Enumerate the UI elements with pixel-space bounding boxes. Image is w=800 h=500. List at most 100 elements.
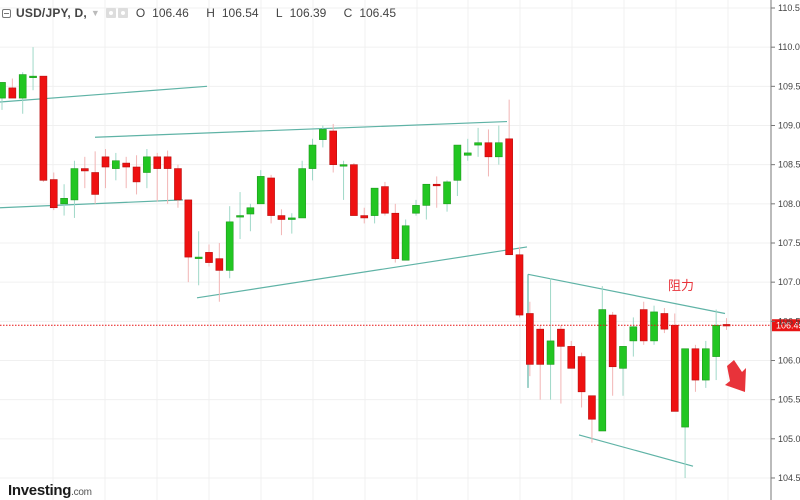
candle[interactable] xyxy=(153,152,162,202)
candle[interactable] xyxy=(474,127,482,157)
candle[interactable] xyxy=(370,187,379,224)
candle[interactable] xyxy=(546,278,555,400)
candle[interactable] xyxy=(256,170,265,205)
candle[interactable] xyxy=(122,156,130,189)
candle[interactable] xyxy=(463,138,472,161)
candle[interactable] xyxy=(236,192,244,240)
dropdown-icon[interactable]: ▼ xyxy=(90,8,100,18)
trendlines xyxy=(0,85,726,467)
candle[interactable] xyxy=(91,151,99,204)
candle[interactable] xyxy=(246,203,255,232)
visibility-icon[interactable] xyxy=(117,8,128,18)
candle[interactable] xyxy=(505,99,513,256)
candle[interactable] xyxy=(494,125,503,165)
candle[interactable] xyxy=(174,164,182,208)
candle[interactable] xyxy=(557,325,565,404)
open-value: 106.46 xyxy=(152,6,189,20)
trendline[interactable] xyxy=(196,246,528,299)
candle[interactable] xyxy=(608,311,617,396)
candle[interactable] xyxy=(8,78,17,99)
candle[interactable] xyxy=(381,181,389,216)
candle[interactable] xyxy=(132,155,141,195)
candle[interactable] xyxy=(267,174,275,224)
candle[interactable] xyxy=(350,163,358,216)
candle[interactable] xyxy=(567,340,576,369)
candle[interactable] xyxy=(308,138,317,181)
price-tick-label: 108.50 xyxy=(778,160,800,170)
candle[interactable] xyxy=(701,340,710,388)
candle[interactable] xyxy=(112,152,120,181)
price-tick-label: 105.50 xyxy=(778,395,800,405)
trendline[interactable] xyxy=(0,85,208,103)
candle[interactable] xyxy=(319,125,327,148)
candle[interactable] xyxy=(391,203,400,263)
price-axis[interactable]: 110.50 110.00 109.50 109.00 108.50 108.00 107.… xyxy=(770,0,800,500)
candles xyxy=(0,47,731,478)
price-tick-label: 107.50 xyxy=(778,238,800,248)
trendline[interactable] xyxy=(94,120,508,138)
candle[interactable] xyxy=(194,231,203,286)
candle[interactable] xyxy=(484,129,493,177)
price-tick-label: 106.50 xyxy=(778,316,800,326)
candle[interactable] xyxy=(639,301,648,345)
candle[interactable] xyxy=(101,148,110,189)
candle[interactable] xyxy=(619,346,627,396)
candle[interactable] xyxy=(70,160,79,218)
candle[interactable] xyxy=(401,219,410,261)
candle[interactable] xyxy=(412,199,420,216)
candle[interactable] xyxy=(60,184,68,216)
candle[interactable] xyxy=(422,183,431,220)
candle[interactable] xyxy=(360,207,369,224)
ohlc-values: O 106.46 H 106.54 L 106.39 C 106.45 xyxy=(135,6,397,20)
candle[interactable] xyxy=(598,286,607,432)
candle[interactable] xyxy=(205,244,213,267)
candle[interactable] xyxy=(81,156,89,189)
candle[interactable] xyxy=(163,150,172,204)
candle[interactable] xyxy=(681,348,689,478)
candle[interactable] xyxy=(660,308,669,334)
close-value: 106.45 xyxy=(359,6,397,20)
last-price-line: 106.45 xyxy=(0,319,800,332)
candle[interactable] xyxy=(453,144,462,196)
candle[interactable] xyxy=(588,395,596,443)
candle[interactable] xyxy=(432,176,441,208)
candle[interactable] xyxy=(670,313,679,412)
candle[interactable] xyxy=(225,206,234,279)
candle[interactable] xyxy=(577,352,586,408)
trendline[interactable] xyxy=(578,434,694,467)
symbol-label[interactable]: USD/JPY, D, xyxy=(16,6,87,20)
investing-logo[interactable]: Investing.com xyxy=(8,482,92,499)
collapse-icon[interactable] xyxy=(2,8,11,18)
candle[interactable] xyxy=(0,82,6,110)
candle[interactable] xyxy=(143,148,151,189)
candle[interactable] xyxy=(712,309,720,381)
candle[interactable] xyxy=(215,242,224,302)
candle[interactable] xyxy=(29,47,37,91)
low-value: 106.39 xyxy=(289,6,327,20)
resistance-annotation: 阻力 xyxy=(668,278,695,293)
candle[interactable] xyxy=(629,317,638,357)
candle[interactable] xyxy=(339,160,348,200)
trendline[interactable] xyxy=(527,273,726,315)
price-tick-label: 110.00 xyxy=(778,42,800,52)
candle[interactable] xyxy=(298,160,306,219)
candle[interactable] xyxy=(184,199,193,283)
candle[interactable] xyxy=(722,318,731,330)
price-tick-label: 106.00 xyxy=(778,355,800,365)
candle[interactable] xyxy=(536,325,545,400)
candle[interactable] xyxy=(49,172,58,211)
candle[interactable] xyxy=(18,72,27,114)
candle[interactable] xyxy=(526,301,534,377)
settings-icon[interactable] xyxy=(105,8,116,18)
price-tick-label: 109.50 xyxy=(778,81,800,91)
candle[interactable] xyxy=(443,180,451,212)
candle[interactable] xyxy=(277,209,286,236)
candle[interactable] xyxy=(691,344,700,392)
candle[interactable] xyxy=(515,246,524,318)
price-tick-label: 108.00 xyxy=(778,199,800,209)
candle[interactable] xyxy=(39,75,48,182)
trendline[interactable] xyxy=(0,199,184,209)
candle[interactable] xyxy=(287,213,296,234)
candle[interactable] xyxy=(329,123,338,173)
